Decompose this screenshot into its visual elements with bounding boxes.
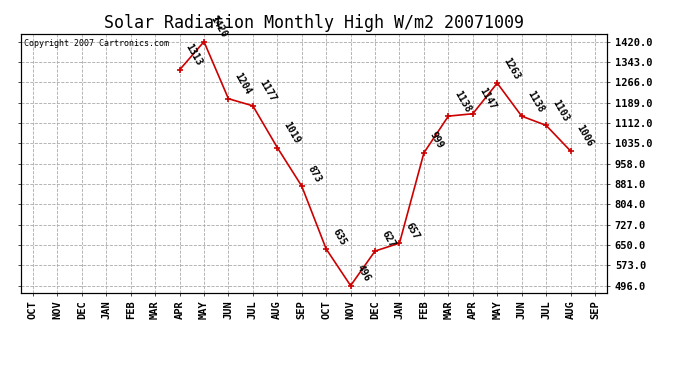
Text: 496: 496: [355, 263, 372, 284]
Text: 873: 873: [306, 164, 324, 184]
Text: 1019: 1019: [282, 120, 302, 146]
Text: Copyright 2007 Cartronics.com: Copyright 2007 Cartronics.com: [23, 39, 168, 48]
Text: 1006: 1006: [575, 123, 595, 149]
Text: 1204: 1204: [233, 71, 253, 96]
Text: 1138: 1138: [453, 88, 473, 114]
Text: 1177: 1177: [257, 78, 277, 104]
Text: 657: 657: [404, 221, 421, 241]
Text: 1147: 1147: [477, 86, 497, 112]
Text: 1263: 1263: [502, 56, 522, 81]
Title: Solar Radiation Monthly High W/m2 20071009: Solar Radiation Monthly High W/m2 200710…: [104, 14, 524, 32]
Text: 1420: 1420: [208, 14, 228, 39]
Text: 1138: 1138: [526, 88, 546, 114]
Text: 635: 635: [331, 226, 348, 247]
Text: 999: 999: [428, 130, 446, 151]
Text: 627: 627: [380, 229, 397, 249]
Text: 1313: 1313: [184, 42, 204, 68]
Text: 1103: 1103: [550, 98, 571, 123]
